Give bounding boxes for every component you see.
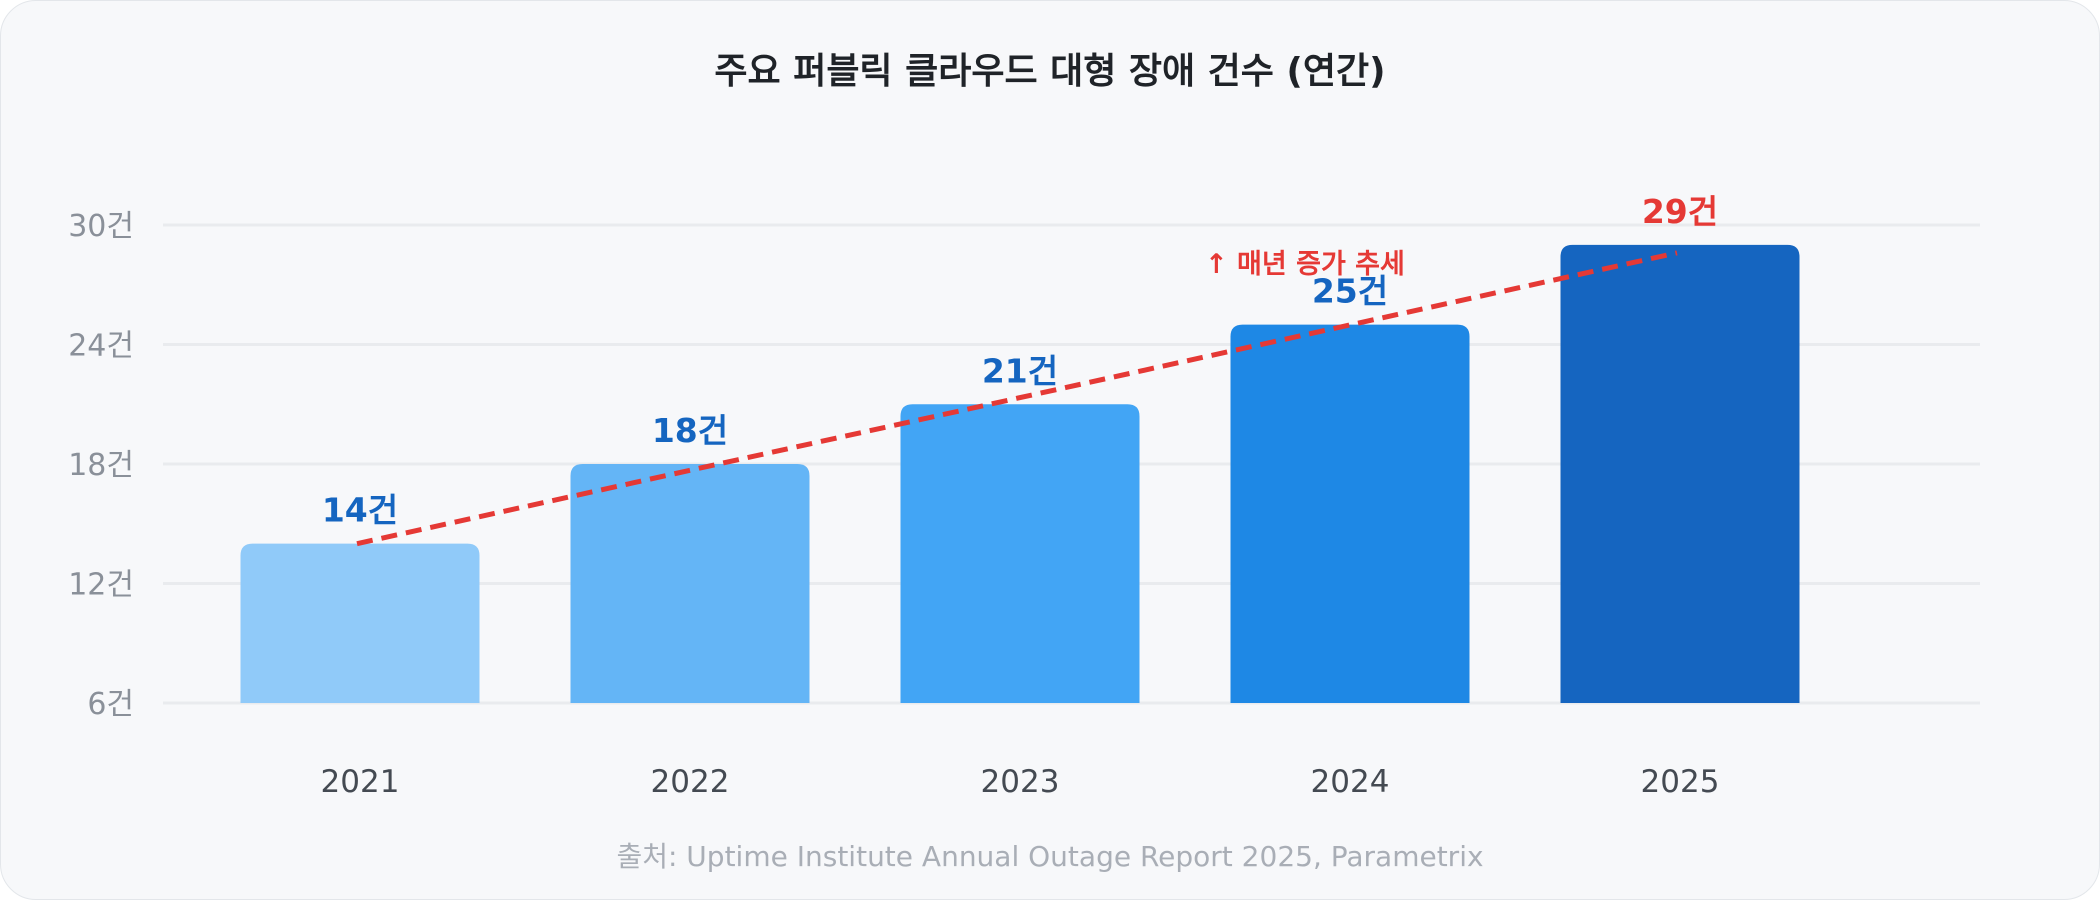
y-tick-label: 18건 bbox=[68, 448, 134, 483]
y-tick-label: 6건 bbox=[87, 687, 134, 722]
bar-2022 bbox=[570, 464, 810, 703]
bar-2021 bbox=[240, 543, 480, 703]
x-tick-label: 2021 bbox=[321, 764, 400, 800]
x-tick-label: 2023 bbox=[981, 764, 1060, 800]
y-tick-label: 24건 bbox=[68, 329, 134, 364]
bar-2025 bbox=[1560, 244, 1800, 703]
x-tick-label: 2022 bbox=[651, 764, 730, 800]
value-label-2023: 21건 bbox=[982, 351, 1058, 390]
trend-annotation: ↑ 매년 증가 추세 bbox=[1205, 249, 1405, 280]
chart-title: 주요 퍼블릭 클라우드 대형 장애 건수 (연간) bbox=[714, 51, 1385, 92]
y-tick-label: 30건 bbox=[68, 209, 134, 244]
source-note: 출처: Uptime Institute Annual Outage Repor… bbox=[616, 840, 1483, 873]
bar-2024 bbox=[1230, 324, 1470, 703]
value-labels: 14건 18건 21건 25건 29건 bbox=[322, 192, 1718, 530]
value-label-2024: 25건 bbox=[1312, 272, 1388, 311]
x-axis-ticks: 2021 2022 2023 2024 2025 bbox=[321, 764, 1720, 800]
value-label-2025: 29건 bbox=[1642, 192, 1718, 231]
trend-line bbox=[356, 250, 1678, 547]
x-tick-label: 2025 bbox=[1641, 764, 1720, 800]
value-label-2022: 18건 bbox=[652, 411, 728, 450]
bar-2023 bbox=[900, 404, 1140, 703]
x-tick-label: 2024 bbox=[1311, 764, 1390, 800]
y-axis-ticks: 6건 12건 18건 24건 30건 bbox=[68, 209, 134, 722]
y-tick-label: 12건 bbox=[68, 568, 134, 603]
value-label-2021: 14건 bbox=[322, 491, 398, 530]
bars bbox=[240, 244, 1800, 703]
